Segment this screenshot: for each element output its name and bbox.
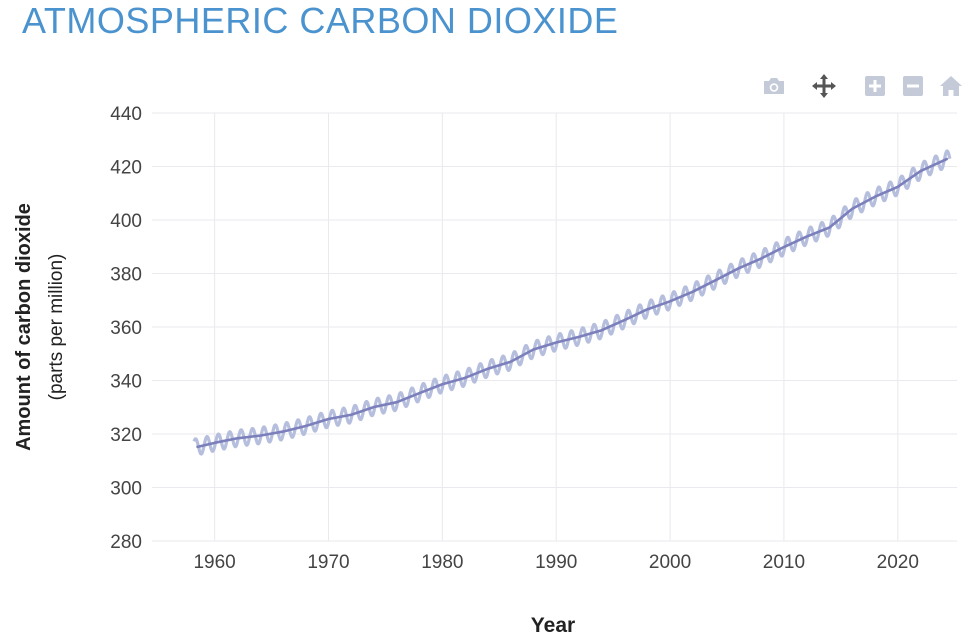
x-tick-label: 2010 bbox=[763, 552, 805, 573]
chart-title: ATMOSPHERIC CARBON DIOXIDE bbox=[22, 0, 619, 41]
x-tick-label: 1970 bbox=[307, 552, 349, 573]
y-tick-label: 380 bbox=[110, 265, 142, 286]
y-tick-label: 320 bbox=[110, 425, 142, 446]
zoom-out-button[interactable] bbox=[899, 72, 927, 100]
y-axis-title: Amount of carbon dioxide bbox=[13, 203, 35, 451]
camera-icon bbox=[764, 78, 784, 94]
y-tick-label: 280 bbox=[110, 532, 142, 553]
y-tick-label: 420 bbox=[110, 158, 142, 179]
y-tick-label: 440 bbox=[110, 104, 142, 125]
y-axis-subtitle: (parts per million) bbox=[46, 254, 67, 401]
grid-lines bbox=[152, 112, 957, 542]
y-tick-label: 400 bbox=[110, 211, 142, 232]
zoom-out-icon bbox=[903, 76, 923, 96]
y-tick-label: 360 bbox=[110, 318, 142, 339]
pan-button[interactable] bbox=[810, 72, 838, 100]
x-tick-label: 2000 bbox=[649, 552, 691, 573]
y-tick-labels: 280 300 320 340 360 380 400 420 440 bbox=[110, 104, 142, 553]
x-axis-title: Year bbox=[531, 614, 575, 637]
y-tick-label: 300 bbox=[110, 479, 142, 500]
zoom-in-icon bbox=[865, 76, 885, 96]
x-tick-label: 1960 bbox=[193, 552, 235, 573]
x-tick-label: 1980 bbox=[421, 552, 463, 573]
home-icon bbox=[940, 76, 962, 96]
x-tick-label: 1990 bbox=[535, 552, 577, 573]
x-tick-labels: 1960 1970 1980 1990 2000 2010 2020 bbox=[193, 552, 918, 573]
reset-axes-button[interactable] bbox=[937, 72, 965, 100]
zoom-in-button[interactable] bbox=[861, 72, 889, 100]
chart-modebar bbox=[758, 72, 968, 102]
seasonal-co2-line bbox=[192, 149, 952, 456]
download-plot-button[interactable] bbox=[760, 72, 788, 100]
x-tick-label: 2020 bbox=[877, 552, 919, 573]
trend-co2-line bbox=[196, 157, 949, 449]
y-tick-label: 340 bbox=[110, 372, 142, 393]
plot-series bbox=[192, 149, 952, 456]
pan-icon bbox=[812, 74, 836, 98]
